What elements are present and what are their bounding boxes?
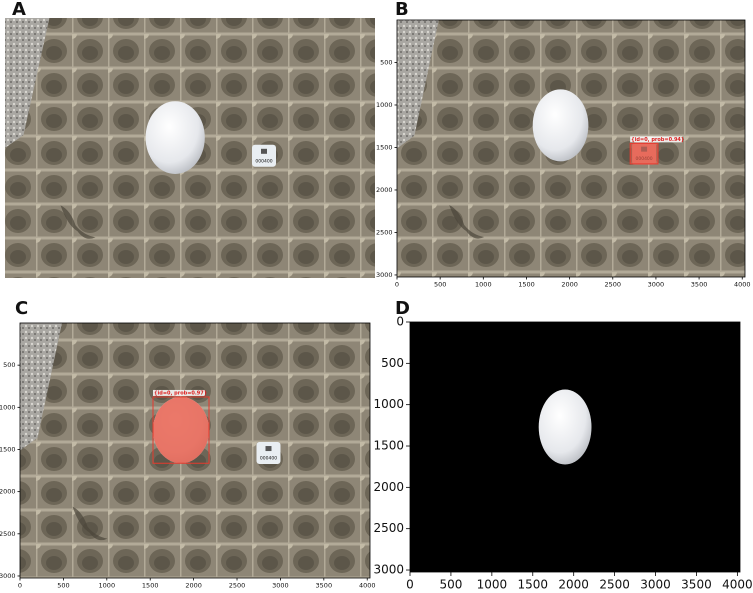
x-tick-label: 500 — [439, 578, 462, 592]
x-tick-label: 2500 — [599, 578, 630, 592]
egg — [532, 89, 589, 162]
annotation-bg — [630, 136, 683, 143]
y-tick-label: 2000 — [0, 488, 16, 496]
panel: 000400 {id=0, prob=0.97} C 0 500 1000 1500 2000… — [0, 298, 375, 589]
card — [252, 144, 276, 167]
y-tick-label: 1500 — [0, 445, 16, 453]
x-tick-label: 2000 — [185, 581, 202, 589]
photo: 000400 — [5, 18, 375, 278]
y-tick-label: 1500 — [373, 439, 404, 453]
y-tick-label: 1000 — [373, 397, 404, 411]
x-tick-label: 1000 — [477, 578, 508, 592]
y-tick-label: 2000 — [373, 480, 404, 494]
photo: 000400{id=0, prob=0.94} — [397, 20, 745, 277]
x-tick-label: 500 — [434, 280, 446, 288]
x-tick-label: 500 — [57, 581, 69, 589]
panel-label: C — [15, 298, 28, 319]
x-tick-label: 3500 — [681, 578, 712, 592]
stain — [449, 205, 485, 239]
x-tick-label: 0 — [406, 578, 414, 592]
gravel — [20, 323, 62, 451]
detection-box — [629, 142, 659, 165]
x-tick-label: 0 — [395, 280, 399, 288]
y-tick-label: 500 — [380, 58, 392, 66]
egg-mask — [153, 396, 209, 464]
annotation: {id=0, prob=0.94} — [631, 137, 684, 143]
x-tick-label: 3500 — [691, 280, 708, 288]
x-tick-label: 0 — [18, 581, 22, 589]
axes-frame — [409, 321, 741, 573]
panel: 000400 A — [5, 0, 375, 278]
panel-label: D — [395, 298, 410, 319]
panel-label: B — [395, 0, 409, 20]
y-tick-label: 500 — [3, 361, 15, 369]
y-tick-label: 0 — [396, 315, 404, 329]
photo — [410, 322, 740, 572]
x-tick-label: 4000 — [734, 280, 751, 288]
y-tick-label: 1500 — [376, 143, 393, 151]
stain — [72, 506, 108, 541]
x-tick-label: 3000 — [272, 581, 289, 589]
x-tick-label: 2000 — [558, 578, 589, 592]
x-tick-label: 3000 — [640, 578, 671, 592]
card-text: 000400 — [260, 456, 277, 462]
gravel — [5, 18, 50, 148]
x-tick-label: 4000 — [722, 578, 753, 592]
axes-frame — [396, 19, 746, 278]
panel: D0 500 1000 1500 2000 2500 3000 3500 40000500100… — [373, 298, 752, 592]
card-text: 000400 — [255, 158, 272, 164]
y-tick-label: 2500 — [373, 521, 404, 535]
x-tick-label: 3000 — [648, 280, 665, 288]
y-tick-label: 1000 — [376, 101, 393, 109]
y-tick-label: 3000 — [373, 563, 404, 577]
x-tick-label: 1000 — [475, 280, 492, 288]
x-tick-label: 1500 — [518, 280, 535, 288]
x-tick-label: 2500 — [229, 581, 246, 589]
egg — [145, 101, 205, 174]
y-tick-label: 3000 — [0, 572, 16, 580]
x-tick-label: 1500 — [517, 578, 548, 592]
y-tick-label: 2000 — [376, 186, 393, 194]
gravel — [397, 20, 439, 149]
y-tick-label: 1000 — [0, 403, 16, 411]
y-tick-label: 500 — [381, 356, 404, 370]
x-tick-label: 2500 — [605, 280, 622, 288]
x-tick-label: 2000 — [561, 280, 578, 288]
axes-frame — [19, 322, 371, 579]
panel: 000400{id=0, prob=0.94}B 0 500 1000 1500 2000… — [376, 0, 751, 288]
card-icon — [265, 446, 272, 452]
y-tick-label: 2500 — [0, 530, 16, 538]
detection-box — [152, 396, 210, 464]
photo: 000400 {id=0, prob=0.97} — [20, 323, 370, 578]
x-tick-label: 3500 — [316, 581, 333, 589]
x-tick-label: 1000 — [99, 581, 116, 589]
card-icon — [261, 148, 267, 154]
egg — [538, 389, 592, 465]
card — [256, 442, 281, 465]
stain — [60, 205, 96, 239]
x-tick-label: 1500 — [142, 581, 159, 589]
annotation: {id=0, prob=0.97} — [154, 390, 207, 396]
y-tick-label: 2500 — [376, 228, 393, 236]
panel-label: A — [12, 0, 26, 20]
y-tick-label: 3000 — [376, 271, 393, 279]
annotation-bg — [153, 389, 205, 396]
x-tick-label: 4000 — [359, 581, 376, 589]
